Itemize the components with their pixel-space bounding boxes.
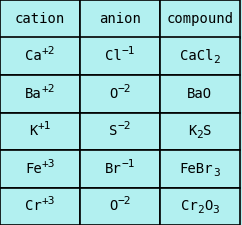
Text: O: O [204, 199, 212, 213]
Text: S: S [203, 124, 212, 138]
Bar [80, 38, 160, 75]
Text: −2: −2 [117, 122, 131, 131]
Bar [160, 112, 240, 150]
Text: 2: 2 [197, 130, 203, 140]
Text: +3: +3 [41, 196, 55, 206]
Bar [0, 150, 80, 187]
Text: Cr: Cr [181, 199, 197, 213]
Text: 2: 2 [197, 205, 204, 215]
Text: K: K [188, 124, 197, 138]
Text: +1: +1 [37, 122, 51, 131]
Text: Fe: Fe [25, 162, 42, 176]
Text: Br: Br [105, 162, 121, 176]
Text: S: S [109, 124, 117, 138]
Text: cation: cation [15, 12, 65, 26]
Text: FeBr: FeBr [180, 162, 213, 176]
Bar [160, 38, 240, 75]
Text: −1: −1 [121, 159, 135, 169]
Bar [0, 75, 80, 112]
Text: Ca: Ca [25, 49, 42, 63]
Text: −2: −2 [117, 84, 131, 94]
Bar [160, 75, 240, 112]
Bar [80, 75, 160, 112]
Text: Cr: Cr [25, 199, 42, 213]
Text: +2: +2 [41, 46, 55, 56]
Text: −1: −1 [121, 46, 135, 56]
Bar [80, 187, 160, 225]
Text: +2: +2 [41, 84, 55, 94]
Text: 3: 3 [212, 205, 219, 215]
Text: Cl: Cl [105, 49, 121, 63]
Text: Ba: Ba [25, 87, 42, 101]
Text: +3: +3 [41, 159, 55, 169]
Text: anion: anion [99, 12, 141, 26]
Text: 2: 2 [213, 55, 220, 65]
Bar [160, 0, 240, 38]
Bar [0, 38, 80, 75]
Text: CaCl: CaCl [180, 49, 213, 63]
Text: BaO: BaO [187, 87, 212, 101]
Bar [80, 0, 160, 38]
Text: O: O [109, 199, 117, 213]
Text: compound: compound [166, 12, 233, 26]
Bar [0, 187, 80, 225]
Bar [80, 112, 160, 150]
Bar [160, 150, 240, 187]
Text: 3: 3 [213, 168, 220, 178]
Bar [0, 0, 80, 38]
Bar [160, 187, 240, 225]
Text: O: O [109, 87, 117, 101]
Bar [80, 150, 160, 187]
Text: −2: −2 [117, 196, 131, 206]
Text: K: K [29, 124, 38, 138]
Bar [0, 112, 80, 150]
